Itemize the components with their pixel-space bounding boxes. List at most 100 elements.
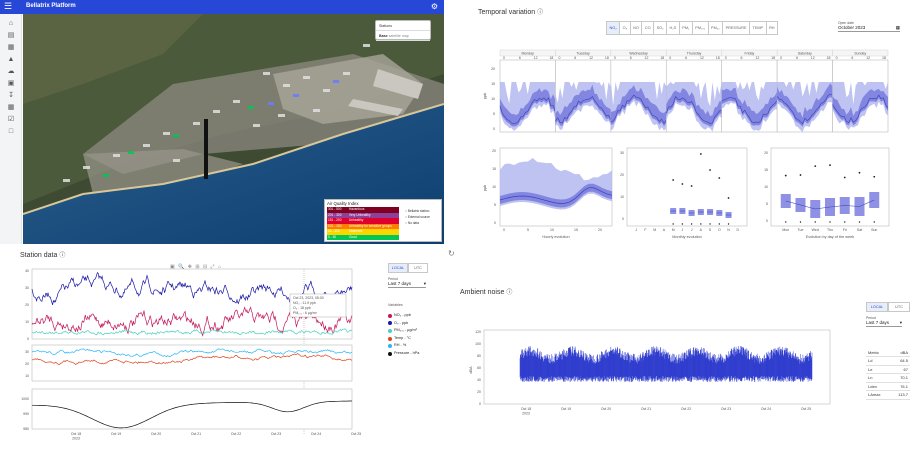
weekday-evolution-chart: Mon Tue Wed Thu Fri Sat Sun Evolution by day of… (764, 147, 890, 239)
mean-line (666, 95, 722, 124)
weekly-variation-chart: Monday 0 6 12 18 Tuesday 0 6 12 18 Wednesday 0 6 12 18… (483, 49, 889, 133)
calendar-icon[interactable]: ▦ (895, 25, 900, 30)
aqi-legend-row: 151 - 200 Unhealthy (327, 218, 399, 224)
variable-name: NO₂ - ppb (394, 313, 411, 317)
date-tick: 2023 (522, 412, 530, 416)
pollutant-tab[interactable]: NO₂ (606, 21, 621, 35)
month-tick: F (644, 228, 646, 232)
pollutant-tab[interactable]: RH (765, 21, 779, 35)
noise-period-select[interactable]: Period Last 7 days ▾ (866, 316, 902, 327)
outlier-point (727, 197, 730, 199)
variable-legend-item[interactable]: RH - % (388, 342, 448, 350)
outlier-point (681, 223, 684, 225)
help-icon[interactable]: ⓘ (537, 10, 544, 16)
layer-control[interactable]: Stations Base satellite map (375, 20, 431, 41)
legend-dot (388, 313, 392, 318)
layer-base[interactable]: Base satellite map (376, 31, 430, 41)
station-tz-utc[interactable]: UTC (408, 263, 428, 273)
variable-legend-item[interactable]: O₃ - ppb (388, 320, 448, 328)
weekday-tick: Tue (798, 228, 804, 232)
mean-line (785, 199, 875, 210)
pollutant-tab[interactable]: PM₁₀ (707, 21, 724, 35)
help-icon[interactable]: ⓘ (506, 290, 513, 296)
hour-tick: 18 (549, 56, 553, 60)
station-map[interactable] (23, 14, 444, 244)
outlier-point (709, 169, 711, 171)
message-icon[interactable]: □ (8, 128, 14, 135)
noise-tz-local[interactable]: LOCAL (866, 302, 888, 312)
help-icon[interactable]: ⓘ (59, 253, 66, 259)
hour-tick: 18 (771, 56, 775, 60)
aqi-range: 201 - 300 (328, 212, 342, 217)
pollutant-tab[interactable]: PM₂.₅ (691, 21, 709, 35)
hour-tick: 6 (796, 56, 798, 60)
mean-line (499, 97, 556, 124)
station-period-select[interactable]: Period Last 7 days ▾ (388, 277, 426, 288)
home-icon[interactable]: ⌂ (8, 20, 14, 27)
cloud-icon[interactable]: ☁ (7, 68, 15, 75)
outlier-point (718, 223, 721, 225)
day-label: Monday (521, 52, 534, 56)
layer-stations[interactable]: Stations (376, 21, 430, 31)
y-tick: 0 (27, 337, 29, 341)
table-icon[interactable]: ▦ (7, 44, 15, 51)
pollutant-tab[interactable]: SO₂ (653, 21, 668, 35)
no2-series (31, 306, 353, 337)
document-icon[interactable]: ▣ (7, 80, 15, 87)
pollutant-tab[interactable]: H₂S (666, 21, 680, 35)
aqi-label: Very Unhealthy (349, 212, 371, 217)
variable-legend-item[interactable]: NO₂ - ppb (388, 312, 448, 320)
aqi-range: 151 - 200 (328, 218, 342, 222)
station-tz-local[interactable]: LOCAL (388, 263, 408, 273)
calendar-icon[interactable]: ▦ (7, 104, 15, 111)
day-label: Saturday (798, 52, 812, 56)
pollutant-tab[interactable]: PM₁ (678, 21, 693, 35)
legend-dot (388, 344, 392, 349)
noise-title: Ambient noise ⓘ (460, 287, 512, 296)
hour-tick: 6 (519, 56, 521, 60)
y-tick: 30 (25, 286, 29, 290)
y-tick: 10 (25, 320, 29, 324)
x-tick: 0 (503, 228, 505, 232)
aqi-range: 51 - 100 (328, 229, 340, 233)
weekday-tick: Mon (782, 228, 789, 232)
chart-icon[interactable]: ▤ (7, 32, 15, 39)
noise-tz-utc[interactable]: UTC (888, 302, 910, 312)
camera-icon[interactable]: ▣ (170, 264, 176, 270)
download-icon[interactable]: ↧ (8, 92, 14, 99)
pan-icon[interactable]: ✥ (187, 264, 193, 270)
hour-tick: 18 (716, 56, 720, 60)
day-label: Wednesday (629, 52, 648, 56)
zoom-in-icon[interactable]: ⊞ (195, 264, 201, 270)
pollutant-tab[interactable]: PRESSURE (722, 21, 750, 35)
aqi-label: Good (349, 234, 357, 239)
variable-legend-item[interactable]: PM₂.₅ - µg/m³ (388, 327, 448, 335)
y-tick: 5 (766, 202, 768, 206)
month-tick: O (718, 228, 721, 232)
pollutant-tab[interactable]: TEMP (749, 21, 767, 35)
checklist-icon[interactable]: ☑ (7, 116, 15, 123)
zoom-icon[interactable]: 🔍 (178, 264, 186, 270)
zoom-out-icon[interactable]: ⊟ (202, 264, 209, 270)
y-tick: 20 (620, 173, 624, 177)
pin-icon[interactable]: ▲ (7, 56, 15, 63)
variable-legend-item[interactable]: Temp - °C (388, 335, 448, 343)
refresh-icon[interactable]: ↻ (448, 249, 455, 258)
hour-tick: 6 (741, 56, 743, 60)
date-tick: Oct 21 (191, 432, 201, 436)
y-tick: 60 (477, 366, 481, 370)
reset-icon[interactable]: ⌂ (217, 264, 222, 270)
app-title: Bellatrix Platform (26, 3, 76, 9)
autoscale-icon[interactable]: ⤢ (210, 264, 216, 270)
variable-legend-item[interactable]: Pressure - hPa (388, 350, 448, 358)
menu-icon[interactable]: ☰ (4, 1, 13, 11)
hour-tick: 12 (866, 56, 870, 60)
day-label: Friday (745, 52, 755, 56)
mean-line (776, 93, 833, 125)
gear-icon[interactable]: ⚙ (430, 2, 438, 11)
temporal-date-picker[interactable]: Open date October 2023 ▦ (838, 21, 900, 32)
aqi-range: 301 - 500 (328, 207, 342, 211)
y-tick: 0 (494, 221, 496, 225)
